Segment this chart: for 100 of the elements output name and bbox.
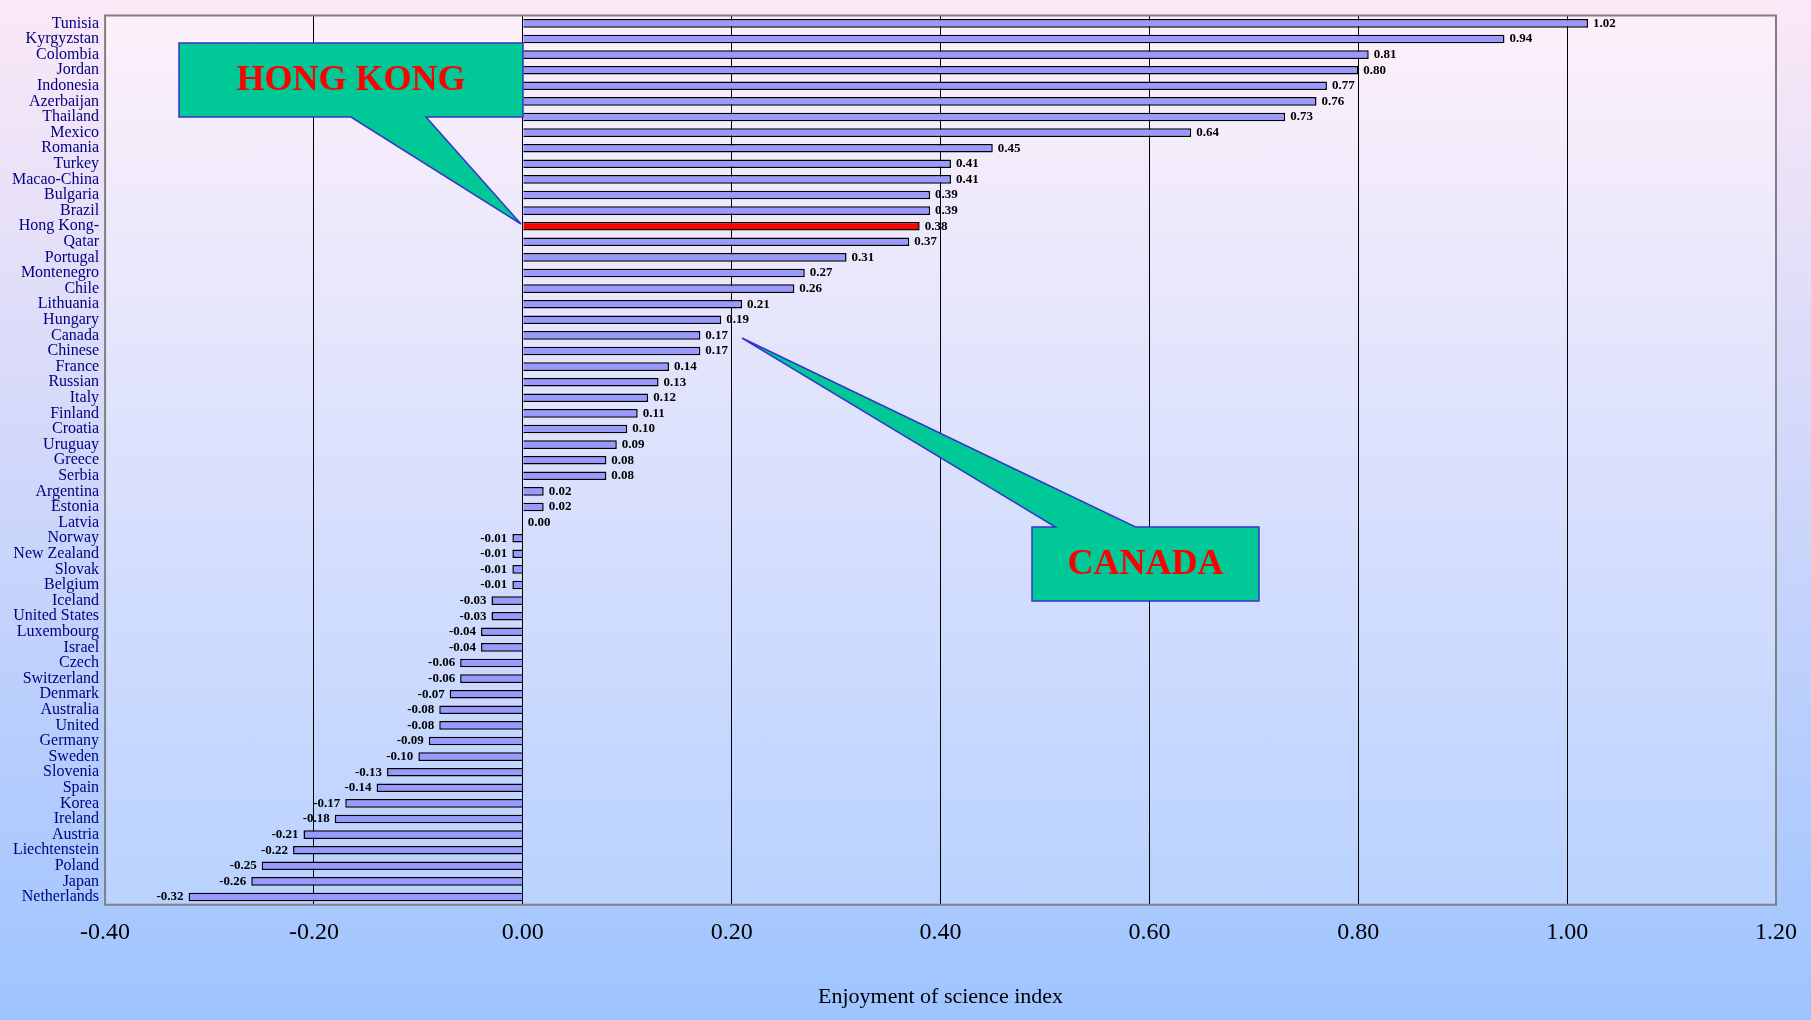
y-tick-label: Indonesia bbox=[36, 76, 100, 93]
data-label: 0.08 bbox=[611, 451, 635, 467]
x-tick-label: 1.20 bbox=[1755, 918, 1797, 945]
y-tick-label: Spain bbox=[62, 778, 100, 796]
data-label: -0.04 bbox=[448, 623, 477, 639]
data-label: 0.12 bbox=[653, 389, 676, 405]
y-tick-label: Poland bbox=[54, 856, 100, 873]
y-tick-label: New Zealand bbox=[13, 544, 100, 561]
data-label: -0.01 bbox=[480, 529, 508, 545]
data-label: 0.31 bbox=[851, 248, 875, 264]
y-tick-label: Belgium bbox=[43, 575, 100, 594]
y-tick-label: Slovenia bbox=[43, 762, 100, 780]
data-label: 0.26 bbox=[799, 279, 823, 295]
data-label: 0.27 bbox=[809, 264, 834, 280]
y-tick-label: Tunisia bbox=[51, 13, 100, 31]
x-tick-label: 1.00 bbox=[1546, 918, 1589, 945]
data-label: 0.37 bbox=[914, 233, 938, 249]
data-label: 0.09 bbox=[621, 435, 646, 451]
data-label: 0.41 bbox=[955, 155, 979, 171]
x-tick-label: -0.20 bbox=[288, 918, 339, 945]
y-tick-label: Mexico bbox=[50, 122, 100, 140]
data-label: -0.06 bbox=[428, 669, 456, 685]
y-tick-label: Uruguay bbox=[43, 434, 100, 453]
data-label: -0.17 bbox=[313, 794, 341, 810]
data-label: -0.13 bbox=[354, 763, 383, 779]
annotation: HONG KONG bbox=[236, 58, 466, 99]
y-tick-label: Switzerland bbox=[22, 668, 100, 686]
data-label: 1.02 bbox=[1593, 14, 1616, 30]
data-label: -0.22 bbox=[260, 841, 289, 857]
x-tick-label: 0.00 bbox=[501, 918, 544, 945]
y-tick-label: Bulgaria bbox=[43, 185, 100, 204]
y-tick-label: Azerbaijan bbox=[28, 91, 100, 110]
y-tick-label: Liechtenstein bbox=[12, 840, 100, 858]
y-tick-label: Serbia bbox=[58, 466, 100, 483]
y-tick-label: Czech bbox=[59, 653, 100, 671]
y-tick-label: Turkey bbox=[53, 154, 100, 172]
y-tick-label: Ireland bbox=[53, 809, 100, 827]
data-label: 0.76 bbox=[1321, 92, 1345, 108]
x-tick-label: 0.20 bbox=[710, 918, 753, 945]
data-label: 0.14 bbox=[674, 357, 698, 373]
data-label: -0.04 bbox=[448, 638, 477, 654]
data-label: -0.21 bbox=[271, 825, 299, 841]
y-tick-label: Slovak bbox=[54, 559, 100, 577]
y-tick-label: Italy bbox=[69, 388, 100, 406]
y-tick-label: Chinese bbox=[47, 341, 100, 359]
data-label: 0.80 bbox=[1363, 61, 1387, 77]
data-label: -0.07 bbox=[417, 685, 446, 701]
y-tick-label: Lithuania bbox=[37, 294, 100, 312]
data-label: 0.64 bbox=[1196, 123, 1220, 139]
y-tick-label: Hong Kong- bbox=[18, 216, 100, 235]
x-tick-label: 0.40 bbox=[919, 918, 962, 945]
y-tick-label: Denmark bbox=[39, 684, 100, 702]
y-tick-label: Hungary bbox=[43, 310, 100, 328]
y-tick-label: Argentina bbox=[35, 481, 100, 500]
annotation: CANADA bbox=[1067, 542, 1224, 583]
y-tick-label: United States bbox=[13, 606, 100, 624]
data-label: -0.26 bbox=[219, 872, 247, 888]
data-label: 0.77 bbox=[1331, 77, 1356, 93]
y-tick-label: Kyrgyzstan bbox=[25, 29, 100, 48]
y-tick-label: Luxembourg bbox=[16, 622, 100, 640]
y-tick-label: Austria bbox=[51, 824, 100, 842]
y-tick-label: France bbox=[55, 356, 100, 374]
data-label: 0.02 bbox=[548, 482, 572, 498]
data-label: -0.03 bbox=[459, 607, 487, 623]
y-tick-label: Latvia bbox=[58, 512, 100, 530]
data-label: 0.94 bbox=[1509, 30, 1533, 46]
x-tick-label: -0.40 bbox=[80, 918, 131, 945]
y-tick-label: Japan bbox=[62, 871, 100, 890]
data-label: 0.17 bbox=[705, 342, 729, 358]
data-label: 0.11 bbox=[642, 404, 665, 420]
data-label: -0.06 bbox=[428, 654, 456, 670]
data-label: -0.08 bbox=[407, 716, 435, 732]
data-label: -0.08 bbox=[407, 701, 435, 717]
y-tick-label: Croatia bbox=[51, 419, 100, 437]
data-label: 0.08 bbox=[611, 467, 635, 483]
data-label: -0.01 bbox=[480, 545, 508, 561]
data-label: -0.03 bbox=[459, 591, 487, 607]
data-label: 0.13 bbox=[663, 373, 687, 389]
x-axis-title: Enjoyment of science index bbox=[818, 982, 1064, 1008]
data-label: 0.73 bbox=[1290, 108, 1314, 124]
y-tick-label: Norway bbox=[47, 528, 100, 547]
x-tick-label: 0.80 bbox=[1337, 918, 1380, 945]
data-label: -0.14 bbox=[344, 779, 373, 795]
y-tick-label: Russian bbox=[48, 372, 100, 390]
y-tick-label: United bbox=[55, 715, 100, 733]
y-tick-label: Romania bbox=[41, 138, 100, 156]
data-label: -0.01 bbox=[480, 560, 508, 576]
data-label: 0.17 bbox=[705, 326, 729, 342]
x-tick-label: 0.60 bbox=[1128, 918, 1171, 945]
data-label: 0.00 bbox=[527, 513, 551, 529]
data-label: -0.01 bbox=[480, 576, 508, 592]
y-tick-label: Australia bbox=[40, 700, 100, 717]
data-label: 0.10 bbox=[632, 420, 655, 436]
data-label: 0.45 bbox=[997, 139, 1022, 155]
data-label: -0.09 bbox=[396, 732, 425, 748]
data-label: -0.25 bbox=[229, 857, 258, 873]
data-label: -0.10 bbox=[386, 747, 414, 763]
data-label: 0.81 bbox=[1373, 45, 1397, 61]
y-tick-label: Germany bbox=[39, 731, 100, 750]
data-label: 0.21 bbox=[747, 295, 770, 311]
